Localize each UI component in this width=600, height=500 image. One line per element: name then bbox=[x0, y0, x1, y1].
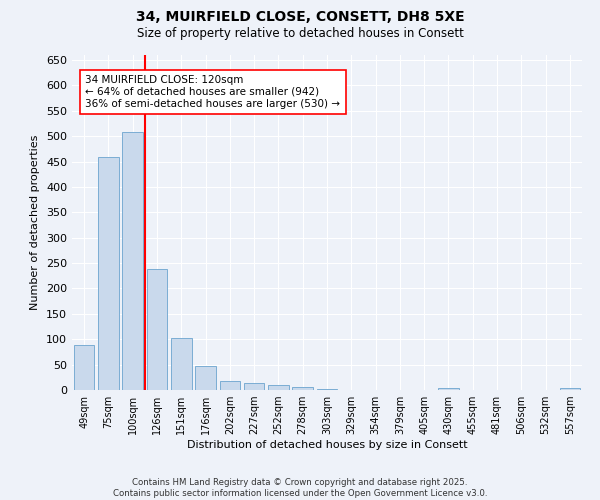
Bar bbox=[220, 382, 240, 390]
Bar bbox=[146, 269, 167, 390]
Bar bbox=[244, 384, 265, 390]
Text: Contains HM Land Registry data © Crown copyright and database right 2025.
Contai: Contains HM Land Registry data © Crown c… bbox=[113, 478, 487, 498]
Text: 34 MUIRFIELD CLOSE: 120sqm
← 64% of detached houses are smaller (942)
36% of sem: 34 MUIRFIELD CLOSE: 120sqm ← 64% of deta… bbox=[85, 76, 340, 108]
Text: Size of property relative to detached houses in Consett: Size of property relative to detached ho… bbox=[137, 28, 463, 40]
Y-axis label: Number of detached properties: Number of detached properties bbox=[31, 135, 40, 310]
Bar bbox=[560, 388, 580, 390]
X-axis label: Distribution of detached houses by size in Consett: Distribution of detached houses by size … bbox=[187, 440, 467, 450]
Bar bbox=[438, 388, 459, 390]
Bar bbox=[268, 386, 289, 390]
Text: 34, MUIRFIELD CLOSE, CONSETT, DH8 5XE: 34, MUIRFIELD CLOSE, CONSETT, DH8 5XE bbox=[136, 10, 464, 24]
Bar bbox=[122, 132, 143, 390]
Bar bbox=[292, 388, 313, 390]
Bar bbox=[74, 346, 94, 390]
Bar bbox=[171, 338, 191, 390]
Bar bbox=[195, 366, 216, 390]
Bar bbox=[98, 156, 119, 390]
